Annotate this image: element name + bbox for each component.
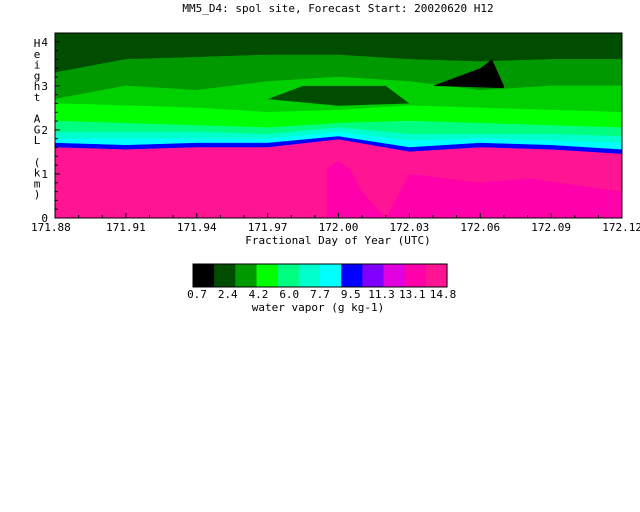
x-tick-label: 172.03 bbox=[390, 221, 430, 234]
y-axis: 0 1 2 3 4 bbox=[41, 32, 60, 225]
colorbar-swatch bbox=[362, 264, 385, 287]
contour-green-patch bbox=[551, 68, 599, 82]
y-tick-label: 1 bbox=[41, 168, 48, 181]
colorbar-swatch bbox=[404, 264, 427, 287]
colorbar-tick-label: 11.3 bbox=[368, 288, 395, 301]
colorbar-tick-label: 0.7 bbox=[187, 288, 207, 301]
x-axis-label: Fractional Day of Year (UTC) bbox=[245, 234, 430, 247]
colorbar-swatch bbox=[193, 264, 215, 287]
x-tick-label: 171.94 bbox=[177, 221, 217, 234]
y-axis-label-char: t bbox=[34, 91, 41, 104]
contour-dry-pocket bbox=[433, 59, 504, 89]
x-tick-label: 172.12 bbox=[602, 221, 640, 234]
y-axis-label-char: G bbox=[34, 123, 41, 136]
colorbar-swatch bbox=[214, 264, 236, 287]
y-tick-label: 0 bbox=[41, 212, 48, 225]
colorbar-swatch bbox=[425, 264, 448, 287]
y-axis-label-char: i bbox=[34, 59, 41, 72]
x-tick-label: 172.06 bbox=[460, 221, 500, 234]
colorbar-swatch bbox=[235, 264, 258, 287]
plot-area bbox=[54, 32, 623, 219]
x-tick-label: 171.97 bbox=[248, 221, 288, 234]
colorbar-swatch bbox=[256, 264, 279, 287]
contour-moist-region-2 bbox=[385, 174, 622, 218]
colorbar-label: water vapor (g kg-1) bbox=[252, 301, 384, 314]
y-axis-label-char: ( bbox=[34, 156, 41, 169]
y-axis-label-char: g bbox=[34, 69, 41, 82]
colorbar: 0.7 2.4 4.2 6.0 7.7 9.5 11.3 13.1 14.8 bbox=[187, 263, 457, 301]
colorbar-swatch bbox=[298, 264, 321, 287]
colorbar-tick-label: 14.8 bbox=[430, 288, 457, 301]
colorbar-tick-label: 4.2 bbox=[249, 288, 269, 301]
colorbar-tick-label: 9.5 bbox=[341, 288, 361, 301]
y-axis-label-char: A bbox=[34, 113, 41, 126]
contour-moist-plume bbox=[326, 160, 386, 218]
colorbar-frame bbox=[192, 263, 448, 288]
chart-title: MM5_D4: spol site, Forecast Start: 20020… bbox=[182, 2, 493, 15]
colorbar-tick-label: 13.1 bbox=[399, 288, 426, 301]
y-axis-label-char: k bbox=[34, 167, 41, 180]
y-axis-label-char: h bbox=[34, 80, 41, 93]
y-tick-label: 4 bbox=[41, 36, 48, 49]
x-tick-label: 171.91 bbox=[106, 221, 146, 234]
x-tick-label: 171.88 bbox=[31, 221, 71, 234]
x-axis: 171.88 171.91 171.94 171.97 172.00 172.03 172.… bbox=[31, 213, 640, 234]
colorbar-swatch bbox=[320, 264, 342, 287]
colorbar-tick-label: 2.4 bbox=[218, 288, 238, 301]
x-tick-label: 172.09 bbox=[531, 221, 571, 234]
x-tick-label: 172.00 bbox=[319, 221, 359, 234]
y-axis-label-char: m bbox=[34, 177, 41, 190]
y-axis-label-char: ) bbox=[34, 188, 41, 201]
y-tick-label: 2 bbox=[41, 124, 48, 137]
y-axis-label-char: e bbox=[34, 48, 41, 61]
colorbar-swatch bbox=[277, 264, 300, 287]
y-axis-label-char: L bbox=[34, 134, 41, 147]
contour-dark-tongue bbox=[267, 85, 410, 106]
colorbar-tick-label: 6.0 bbox=[279, 288, 299, 301]
colorbar-tick-label: 7.7 bbox=[310, 288, 330, 301]
y-axis-label-char: H bbox=[34, 37, 41, 50]
y-tick-label: 3 bbox=[41, 80, 48, 93]
colorbar-swatch bbox=[383, 264, 406, 287]
colorbar-swatch bbox=[341, 264, 363, 287]
